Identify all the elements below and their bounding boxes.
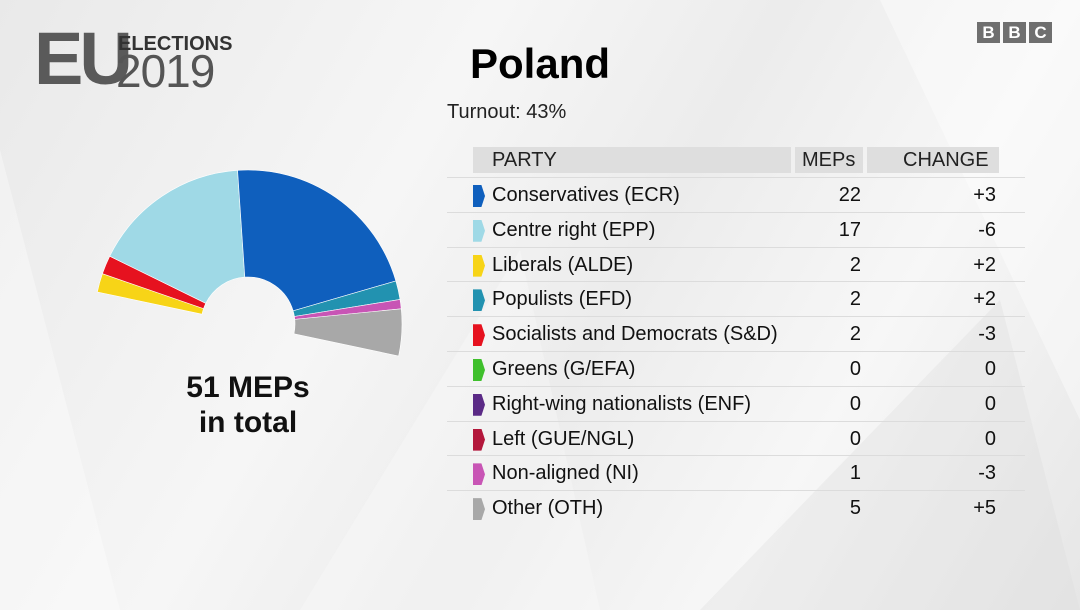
party-color-swatch bbox=[473, 428, 485, 451]
party-name: Socialists and Democrats (S&D) bbox=[492, 323, 778, 346]
party-color-swatch bbox=[473, 254, 485, 277]
party-meps: 2 bbox=[849, 288, 861, 311]
party-change: -6 bbox=[978, 218, 996, 241]
logo-elections: ELECTIONS bbox=[118, 33, 233, 55]
party-change: +2 bbox=[973, 288, 996, 311]
table-row-liberals-alde: Liberals (ALDE) 2 +2 bbox=[447, 246, 1025, 282]
total-meps-line1: 51 MEPs bbox=[186, 371, 310, 404]
party-change: 0 bbox=[984, 427, 996, 450]
party-meps: 0 bbox=[849, 392, 861, 415]
party-color-swatch bbox=[473, 498, 485, 521]
table-row-left-gue-ngl: Left (GUE/NGL) 0 0 bbox=[447, 420, 1025, 456]
party-name: Centre right (EPP) bbox=[492, 218, 656, 241]
header-bg-change bbox=[867, 147, 999, 173]
party-name: Right-wing nationalists (ENF) bbox=[492, 392, 751, 415]
header-meps: MEPs bbox=[802, 149, 856, 171]
party-color-swatch bbox=[473, 219, 485, 242]
party-meps: 0 bbox=[849, 427, 861, 450]
party-name: Liberals (ALDE) bbox=[492, 253, 634, 276]
total-meps-line2: in total bbox=[198, 406, 298, 439]
table-row-populists-efd: Populists (EFD) 2 +2 bbox=[447, 281, 1025, 316]
country-title: Poland bbox=[470, 40, 611, 87]
logo-eu: EU bbox=[34, 17, 133, 100]
party-change: +3 bbox=[973, 184, 996, 206]
table-row-conservatives-ecr: Conservatives (ECR) 22 +3 bbox=[447, 177, 1025, 212]
party-meps: 2 bbox=[849, 253, 861, 276]
table-row-right-wing-nationalists-enf: Right-wing nationalists (ENF) 0 0 bbox=[447, 385, 1025, 421]
party-meps: 17 bbox=[838, 218, 861, 241]
party-name: Left (GUE/NGL) bbox=[492, 427, 635, 450]
party-color-swatch bbox=[473, 185, 485, 207]
bbc-logo: B B C bbox=[977, 22, 1052, 43]
party-color-swatch bbox=[473, 324, 485, 347]
header-bg-party bbox=[473, 147, 791, 173]
party-color-swatch bbox=[473, 393, 485, 416]
header-bg-meps bbox=[795, 147, 863, 173]
table-header: PARTY MEPs CHANGE bbox=[447, 147, 1025, 173]
table-row-non-aligned-ni: Non-aligned (NI) 1 -3 bbox=[447, 455, 1025, 490]
party-change: 0 bbox=[984, 357, 996, 380]
party-color-swatch bbox=[473, 289, 485, 312]
seat-segment-conservatives-ecr bbox=[237, 169, 397, 312]
party-name: Other (OTH) bbox=[492, 497, 604, 520]
party-change: 0 bbox=[984, 392, 996, 415]
bbc-block-1: B bbox=[977, 22, 1000, 43]
party-name: Non-aligned (NI) bbox=[492, 462, 639, 485]
party-meps: 5 bbox=[849, 497, 861, 520]
party-color-swatch bbox=[473, 358, 485, 381]
party-meps: 2 bbox=[849, 323, 861, 346]
seat-segment-other-oth bbox=[293, 308, 403, 357]
turnout-label: Turnout: 43% bbox=[447, 101, 567, 123]
table-body: Conservatives (ECR) 22 +3 Centre right (EPP… bbox=[447, 177, 1025, 525]
party-change: -3 bbox=[978, 323, 996, 346]
bbc-block-3: C bbox=[1029, 22, 1052, 43]
party-meps: 1 bbox=[849, 462, 861, 485]
table-row-greens-g-efa: Greens (G/EFA) 0 0 bbox=[447, 350, 1025, 386]
party-meps: 0 bbox=[849, 357, 861, 380]
table-row-socialists-and-democrats-s-d: Socialists and Democrats (S&D) 2 -3 bbox=[447, 316, 1025, 351]
party-change: -3 bbox=[978, 462, 996, 485]
party-name: Populists (EFD) bbox=[492, 288, 633, 311]
seat-segment-centre-right-epp bbox=[109, 170, 246, 304]
party-change: +2 bbox=[973, 253, 996, 276]
header-party: PARTY bbox=[492, 149, 557, 171]
eu-elections-logo: EU ELECTIONS 2019 bbox=[34, 22, 234, 100]
party-change: +5 bbox=[973, 497, 996, 520]
logo-year: 2019 bbox=[116, 45, 215, 97]
party-name: Greens (G/EFA) bbox=[492, 357, 636, 380]
table-row-centre-right-epp: Centre right (EPP) 17 -6 bbox=[447, 211, 1025, 247]
results-table: PARTY MEPs CHANGE Conservatives (ECR) 22 +… bbox=[447, 147, 1025, 525]
party-name: Conservatives (ECR) bbox=[492, 184, 680, 206]
header-change: CHANGE bbox=[903, 149, 989, 171]
total-meps-label: 51 MEPs in total bbox=[148, 370, 348, 440]
party-color-swatch bbox=[473, 463, 485, 486]
party-meps: 22 bbox=[838, 184, 861, 206]
bbc-block-2: B bbox=[1003, 22, 1026, 43]
table-row-other-oth: Other (OTH) 5 +5 bbox=[447, 490, 1025, 525]
